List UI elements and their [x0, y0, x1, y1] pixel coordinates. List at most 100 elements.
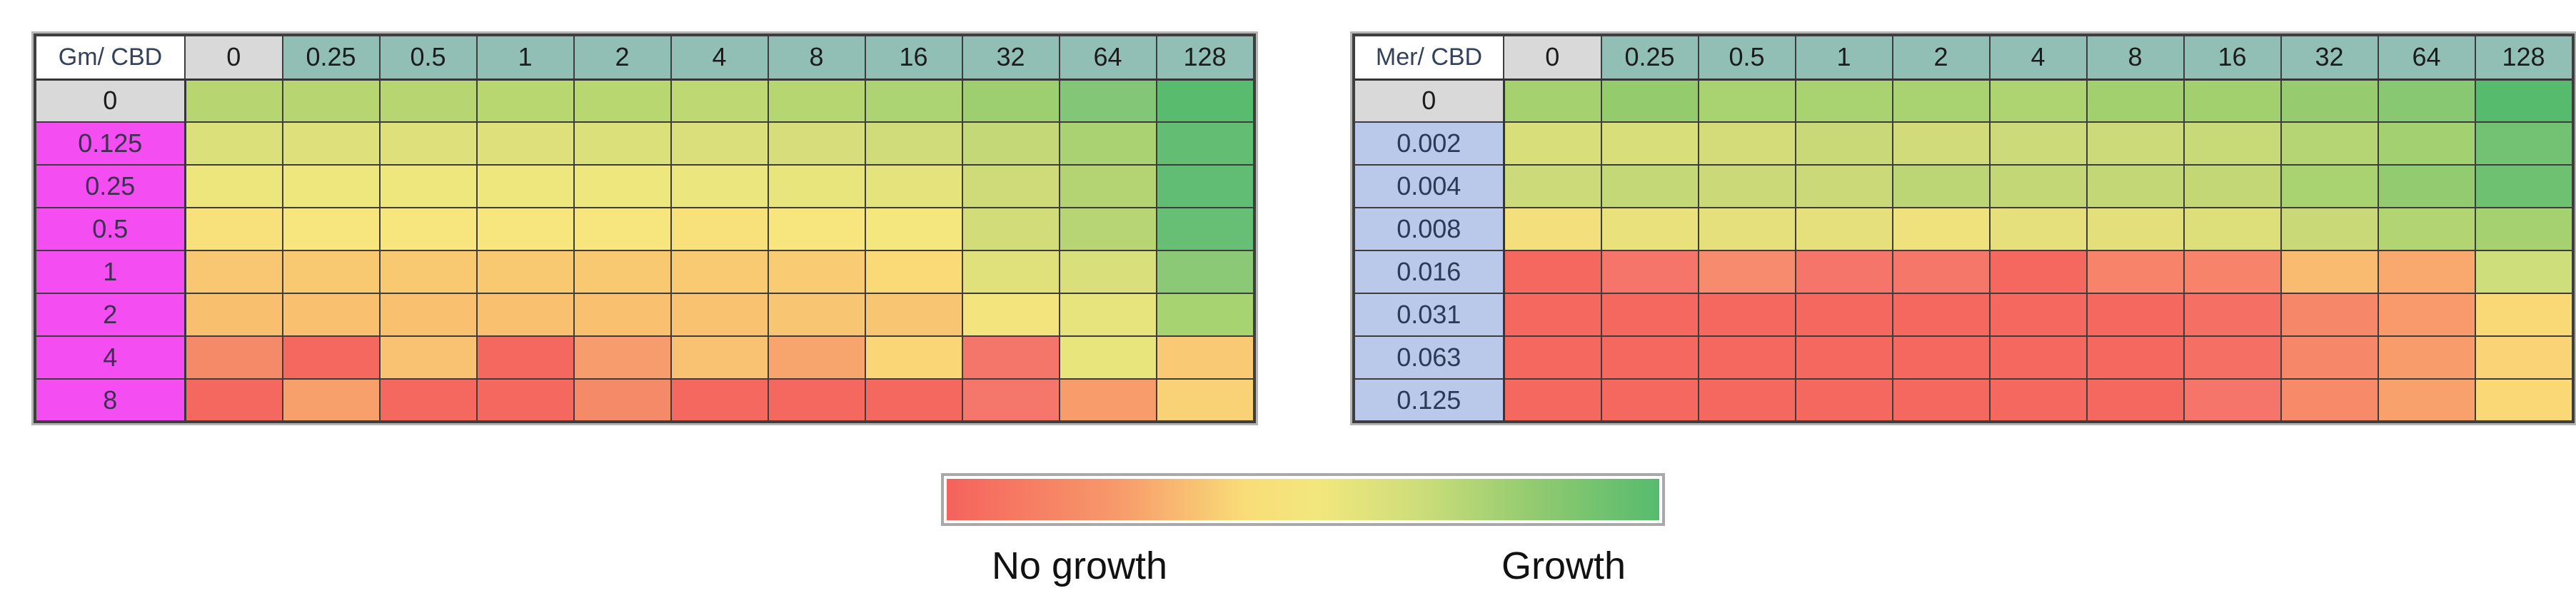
heatmap-cell	[2377, 378, 2476, 422]
heatmap-cell	[2280, 250, 2379, 294]
heatmap-cell	[1155, 293, 1255, 337]
heatmap-cell	[1891, 250, 1991, 294]
heatmap-cell	[864, 250, 963, 294]
heatmap-cell	[1794, 164, 1893, 208]
heatmap-cell	[281, 121, 381, 166]
heatmap-cell	[1988, 378, 2088, 422]
heatmap-cell	[2377, 250, 2476, 294]
heatmap-table-gm-cbd: Gm/ CBD 0 0.25 0.5 1 2 4 8 16 32 64 128 0 0.125 0.25 0.…	[31, 31, 1258, 425]
heatmap-cell	[1891, 164, 1991, 208]
row-header: 0.125	[34, 121, 186, 166]
heatmap-cell	[864, 378, 963, 422]
heatmap-cell	[184, 250, 283, 294]
column-header: 32	[2280, 34, 2379, 81]
heatmap-cell	[1155, 121, 1255, 166]
heatmap-cell	[961, 378, 1060, 422]
heatmap-cell	[1503, 121, 1602, 166]
heatmap-cell	[767, 164, 866, 208]
row-header: 2	[34, 293, 186, 337]
heatmap-cell	[864, 335, 963, 380]
heatmap-cell	[1155, 250, 1255, 294]
heatmap-cell	[281, 164, 381, 208]
heatmap-cell	[476, 164, 575, 208]
heatmap-cell	[2183, 164, 2282, 208]
heatmap-cell	[670, 78, 769, 123]
heatmap-cell	[1697, 335, 1796, 380]
heatmap-cell	[670, 335, 769, 380]
heatmap-cell	[961, 78, 1060, 123]
heatmap-cell	[670, 164, 769, 208]
heatmap-cell	[767, 293, 866, 337]
heatmap-cell	[184, 164, 283, 208]
heatmap-cell	[2086, 78, 2185, 123]
row-header: 0.5	[34, 207, 186, 251]
heatmap-cell	[2474, 78, 2574, 123]
heatmap-cell	[670, 250, 769, 294]
heatmap-cell	[864, 121, 963, 166]
heatmap-cell	[2377, 164, 2476, 208]
column-header: 32	[961, 34, 1060, 81]
heatmap-cell	[1600, 335, 1699, 380]
row-header: 0.125	[1353, 378, 1505, 422]
heatmap-cell	[1503, 378, 1602, 422]
heatmap-cell	[1155, 207, 1255, 251]
heatmap-cell	[864, 293, 963, 337]
row-header: 4	[34, 335, 186, 380]
heatmap-cell	[281, 293, 381, 337]
heatmap-row: 0.008	[1353, 207, 2574, 251]
heatmap-cell	[864, 78, 963, 123]
heatmap-row: 0.004	[1353, 164, 2574, 208]
heatmap-cell	[476, 335, 575, 380]
heatmap-cell	[2086, 335, 2185, 380]
heatmap-cell	[2280, 78, 2379, 123]
heatmap-cell	[2280, 293, 2379, 337]
heatmap-cell	[2474, 121, 2574, 166]
heatmap-cell	[1794, 207, 1893, 251]
legend-label-growth: Growth	[1501, 544, 1626, 587]
heatmap-cell	[1697, 207, 1796, 251]
heatmap-cell	[2183, 207, 2282, 251]
heatmap-cell	[1600, 250, 1699, 294]
heatmap-cell	[573, 250, 672, 294]
heatmap-cell	[961, 207, 1060, 251]
heatmap-cell	[961, 293, 1060, 337]
column-header: 1	[476, 34, 575, 81]
heatmap-cell	[2086, 121, 2185, 166]
heatmap-cell	[767, 378, 866, 422]
heatmap-cell	[476, 378, 575, 422]
heatmap-header-row: Mer/ CBD 0 0.25 0.5 1 2 4 8 16 32 64 128	[1353, 34, 2574, 81]
corner-label: Gm/ CBD	[34, 34, 186, 81]
heatmap-cell	[2183, 335, 2282, 380]
heatmap-cell	[1600, 78, 1699, 123]
heatmap-cell	[1891, 121, 1991, 166]
heatmap-cell	[184, 293, 283, 337]
heatmap-row: 4	[34, 335, 1255, 380]
heatmap-cell	[2474, 207, 2574, 251]
row-header: 1	[34, 250, 186, 294]
heatmap-cell	[1155, 78, 1255, 123]
column-header: 0	[1503, 34, 1602, 81]
heatmap-cell	[1697, 164, 1796, 208]
heatmap-cell	[2183, 78, 2282, 123]
heatmap-cell	[1794, 335, 1893, 380]
heatmap-cell	[1600, 121, 1699, 166]
heatmap-cell	[2280, 378, 2379, 422]
column-header: 4	[1988, 34, 2088, 81]
heatmap-cell	[184, 78, 283, 123]
column-header: 128	[1155, 34, 1255, 81]
heatmap-cell	[670, 207, 769, 251]
heatmap-cell	[1697, 378, 1796, 422]
heatmap-cell	[1155, 164, 1255, 208]
heatmap-cell	[1600, 207, 1699, 251]
heatmap-cell	[1058, 78, 1157, 123]
heatmap-cell	[573, 207, 672, 251]
heatmap-cell	[573, 164, 672, 208]
heatmap-cell	[1503, 250, 1602, 294]
heatmap-cell	[2183, 121, 2282, 166]
heatmap-cell	[378, 207, 478, 251]
heatmap-cell	[1794, 293, 1893, 337]
row-header: 0.25	[34, 164, 186, 208]
heatmap-cell	[1503, 293, 1602, 337]
heatmap-cell	[2377, 207, 2476, 251]
